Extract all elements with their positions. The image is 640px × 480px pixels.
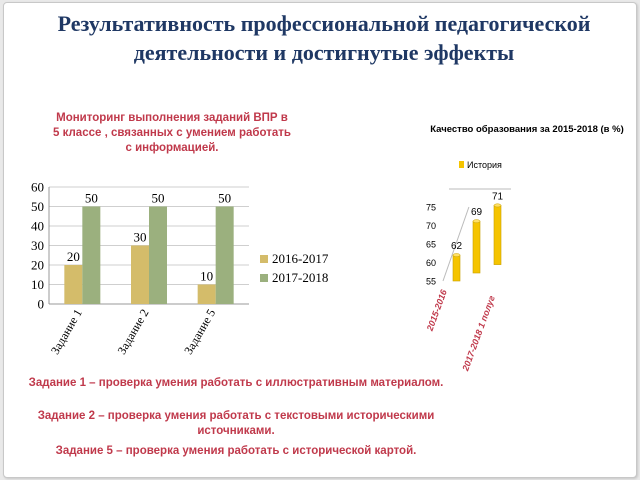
legend-label: 2017-2018 [272, 270, 328, 285]
x-tick-label: Задание 1 [48, 307, 85, 357]
x-tick-label: Задание 5 [181, 307, 218, 357]
bar-1-3 [197, 284, 216, 304]
vpr-bar-chart: 0 10 20 30 40 50 60 20 50 Задание 1 30 50 Задание 2 1… [31, 180, 329, 357]
data-label: 10 [200, 269, 213, 284]
legend-label: 2016-2017 [272, 251, 329, 266]
x-tick-label: Задание 2 [114, 307, 151, 357]
bar-3 [493, 205, 502, 265]
slide: Результативность профессиональной педаго… [3, 2, 637, 478]
x-tick-label: 2015-2016 [424, 287, 449, 333]
y-tick-label: 55 [426, 277, 436, 287]
data-label: 62 [451, 241, 463, 252]
y-tick-label: 60 [426, 258, 436, 268]
y-tick-label: 0 [38, 297, 45, 312]
legend-swatch [459, 161, 464, 168]
bar-1-2 [131, 245, 149, 304]
data-label: 71 [492, 191, 504, 202]
slide-title: Результативность профессиональной педаго… [57, 11, 591, 65]
data-label: 30 [134, 230, 147, 245]
bar-top [452, 253, 461, 257]
y-axis [442, 206, 470, 282]
task-5-description: Задание 5 – проверка умения работать с и… [55, 445, 417, 457]
legend-swatch [260, 255, 268, 263]
y-tick-label: 70 [426, 221, 436, 231]
y-tick-label: 75 [426, 203, 436, 213]
data-label: 50 [218, 191, 231, 206]
legend-swatch [260, 274, 268, 282]
y-tick-label: 65 [426, 240, 436, 250]
bar-1-1 [64, 265, 83, 304]
bar-2 [472, 220, 481, 274]
legend-label: История [467, 160, 502, 170]
data-label: 50 [152, 191, 165, 206]
task-1-description: Задание 1 – проверка умения работать с и… [28, 377, 444, 389]
data-label: 50 [85, 191, 98, 206]
bar-2-3 [215, 206, 234, 304]
y-tick-label: 40 [31, 219, 44, 234]
y-tick-label: 20 [31, 258, 44, 273]
bar-top [493, 203, 502, 208]
y-tick-label: 60 [31, 180, 44, 195]
bar-top [472, 219, 481, 224]
chart-title: Качество образования за 2015-2018 (в %) [430, 124, 624, 135]
chart-subtitle: Мониторинг выполнения заданий ВПР в 5 кл… [53, 112, 291, 154]
bar-2-1 [82, 206, 101, 304]
quality-bar-chart: Качество образования за 2015-2018 (в %) И… [424, 124, 624, 373]
y-tick-label: 30 [31, 238, 44, 253]
bar-1 [452, 254, 461, 282]
y-tick-label: 10 [31, 277, 44, 292]
data-label: 20 [67, 249, 80, 264]
y-tick-label: 50 [31, 199, 44, 214]
x-tick-label: 2017-2018 1 полуг [460, 294, 497, 373]
data-label: 69 [471, 207, 483, 218]
bar-2-2 [149, 206, 167, 304]
task-2-description: Задание 2 – проверка умения работать с т… [37, 410, 435, 437]
